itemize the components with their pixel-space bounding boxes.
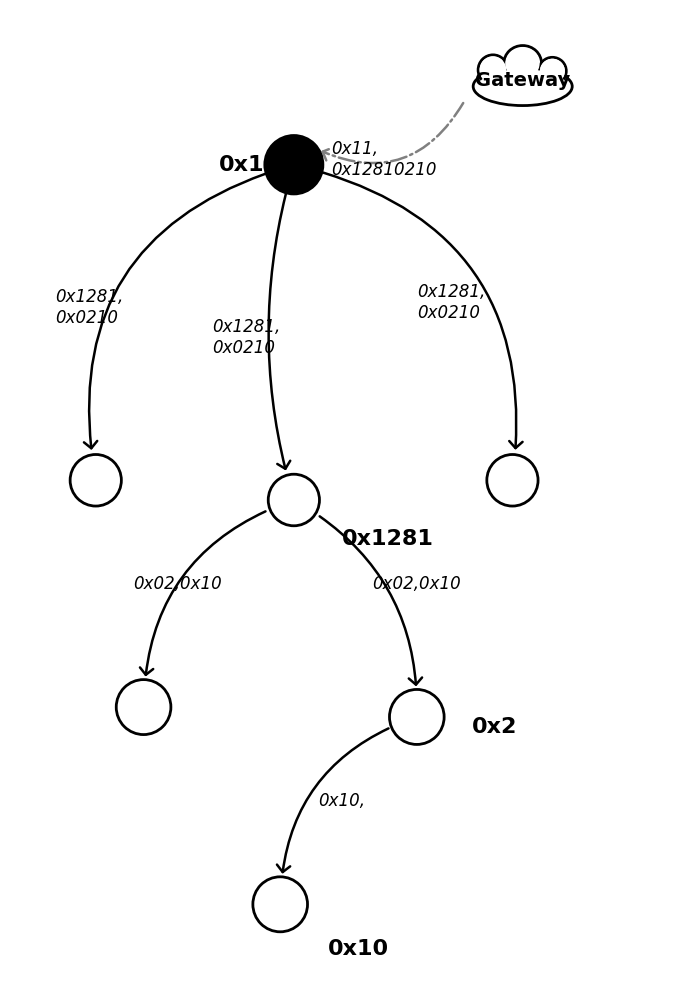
Text: 0x2: 0x2 (471, 717, 517, 737)
Text: 0x02,0x10: 0x02,0x10 (372, 575, 461, 593)
Text: 0x1281,
0x0210: 0x1281, 0x0210 (55, 288, 123, 327)
Text: 0x11: 0x11 (219, 155, 279, 175)
FancyArrowPatch shape (268, 194, 290, 469)
Text: 0x1281,
0x0210: 0x1281, 0x0210 (417, 283, 485, 322)
Text: 0x11,
0x12810210: 0x11, 0x12810210 (331, 140, 437, 179)
Text: 0x1281: 0x1281 (342, 529, 434, 549)
FancyArrowPatch shape (84, 174, 265, 448)
FancyArrowPatch shape (140, 511, 266, 675)
FancyArrowPatch shape (323, 173, 523, 448)
Ellipse shape (540, 59, 565, 83)
Text: 0x1281,
0x0210: 0x1281, 0x0210 (212, 318, 280, 357)
Ellipse shape (265, 136, 323, 194)
Text: 0x10,: 0x10, (318, 792, 365, 810)
Ellipse shape (473, 67, 572, 106)
Ellipse shape (478, 69, 567, 104)
Text: 0x10: 0x10 (328, 939, 389, 959)
Ellipse shape (480, 56, 506, 84)
Text: 0x02,0x10: 0x02,0x10 (133, 575, 222, 593)
Ellipse shape (70, 455, 121, 506)
Ellipse shape (487, 455, 538, 506)
FancyArrowPatch shape (277, 728, 388, 872)
Text: Gateway: Gateway (475, 71, 570, 90)
Ellipse shape (504, 46, 542, 81)
Ellipse shape (478, 55, 508, 85)
Ellipse shape (253, 877, 307, 932)
Ellipse shape (268, 474, 319, 526)
Ellipse shape (506, 47, 539, 79)
Ellipse shape (116, 680, 171, 735)
FancyArrowPatch shape (323, 103, 464, 163)
FancyArrowPatch shape (320, 516, 422, 685)
Ellipse shape (390, 689, 444, 744)
Ellipse shape (539, 57, 566, 85)
